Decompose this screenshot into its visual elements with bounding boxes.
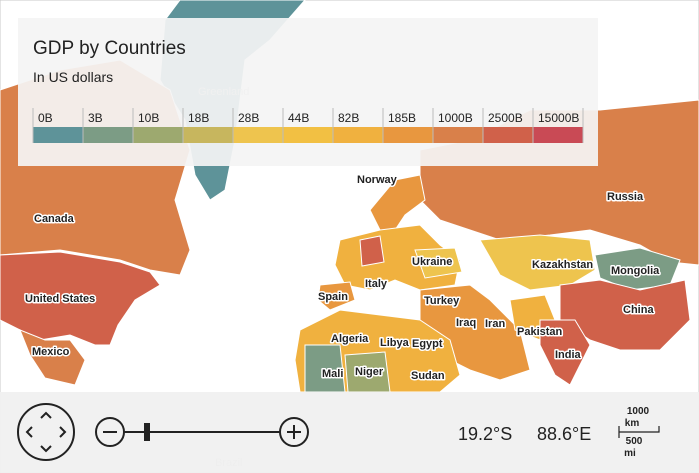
country-label: Mexico xyxy=(32,346,70,358)
toolbar: 19.2°S 88.6°E 1000 km 500 mi xyxy=(0,392,699,473)
country-label: Spain xyxy=(318,291,348,303)
legend-swatch xyxy=(183,127,233,143)
legend-swatch xyxy=(133,127,183,143)
scale-km-value: 1000 xyxy=(627,406,650,417)
latitude: 19.2°S xyxy=(458,424,512,444)
country-label: Ukraine xyxy=(412,256,452,268)
legend-label: 10B xyxy=(138,111,159,125)
country-labels: Norway Canada Russia Ukraine Kazakhstan … xyxy=(24,86,662,469)
country-label: India xyxy=(555,349,582,361)
legend-swatch xyxy=(333,127,383,143)
country-label: Turkey xyxy=(424,295,460,307)
pan-control[interactable] xyxy=(17,403,75,461)
scale-mi-value: 500 xyxy=(626,436,643,447)
longitude: 88.6°E xyxy=(537,424,591,444)
legend-swatch xyxy=(483,127,533,143)
country-label: United States xyxy=(25,293,95,305)
legend-swatch xyxy=(83,127,133,143)
country-label: Niger xyxy=(355,366,384,378)
country-label: Mongolia xyxy=(611,265,660,277)
scale-mi-unit: mi xyxy=(624,448,636,459)
title: GDP by Countries xyxy=(33,38,186,59)
scale-bar: 1000 km 500 mi xyxy=(618,406,660,459)
scale-km-unit: km xyxy=(625,418,640,429)
legend-swatch xyxy=(533,127,583,143)
country-label: Iran xyxy=(485,318,505,330)
country-label: Italy xyxy=(365,278,388,290)
legend-label: 44B xyxy=(288,111,309,125)
country-label: Iraq xyxy=(456,317,476,329)
legend-swatch xyxy=(433,127,483,143)
legend-label: 28B xyxy=(238,111,259,125)
legend-label: 185B xyxy=(388,111,416,125)
legend-panel: GDP by Countries In US dollars 0B 3B 10B 18… xyxy=(18,18,598,166)
zoom-thumb[interactable] xyxy=(144,423,150,441)
legend-label: 3B xyxy=(88,111,103,125)
country-label: Egypt xyxy=(412,338,443,350)
kazakhstan xyxy=(479,234,596,291)
legend-label: 18B xyxy=(188,111,209,125)
country-label: Pakistan xyxy=(517,326,563,338)
legend-label: 15000B xyxy=(538,111,579,125)
country-label: Libya xyxy=(380,337,410,349)
legend-swatch xyxy=(383,127,433,143)
legend-swatch xyxy=(33,127,83,143)
germany xyxy=(359,235,385,267)
spain xyxy=(317,281,356,311)
country-label: China xyxy=(623,304,654,316)
country-label: Algeria xyxy=(331,333,369,345)
legend-label: 1000B xyxy=(438,111,473,125)
country-label: Kazakhstan xyxy=(532,259,593,271)
legend-label: 82B xyxy=(338,111,359,125)
legend-label: 2500B xyxy=(488,111,523,125)
ukraine xyxy=(414,247,463,279)
country-label: Russia xyxy=(607,191,644,203)
country-label: Canada xyxy=(34,213,75,225)
country-label: Norway xyxy=(357,174,398,186)
legend-swatch xyxy=(283,127,333,143)
zoom-in[interactable] xyxy=(279,417,309,447)
country-label: Sudan xyxy=(411,370,445,382)
india xyxy=(539,319,591,386)
subtitle: In US dollars xyxy=(33,69,113,85)
legend-swatch xyxy=(233,127,283,143)
legend-label: 0B xyxy=(38,111,53,125)
mexico xyxy=(19,329,86,386)
country-label: Mali xyxy=(322,368,343,380)
